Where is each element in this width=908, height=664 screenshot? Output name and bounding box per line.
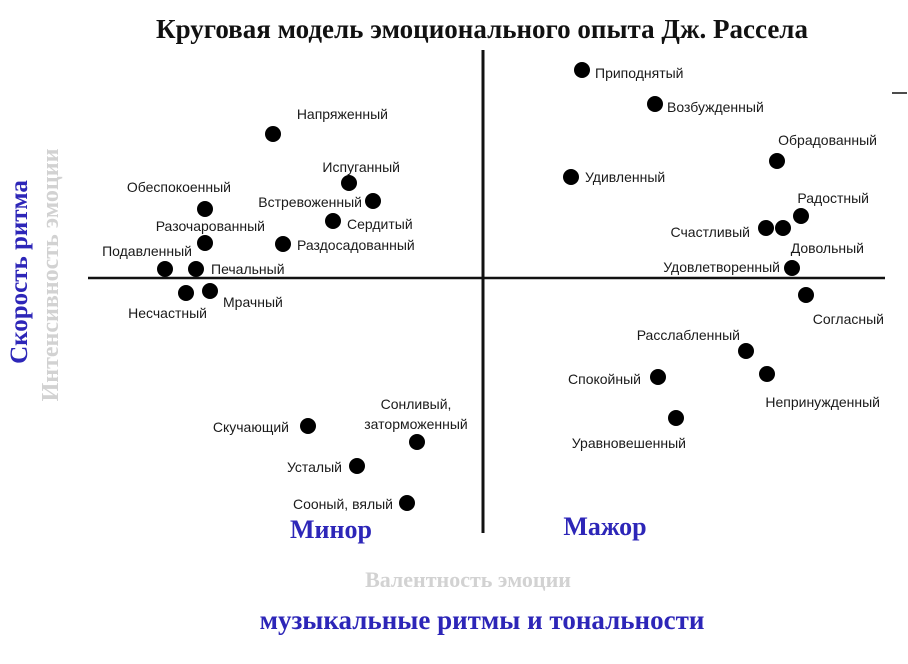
emotion-label: Удивленный: [585, 169, 665, 185]
emotion-label: Радостный: [797, 190, 869, 206]
emotion-dot-dovolnyy: [775, 220, 791, 236]
emotion-dot-neprinuzhdennyy: [759, 366, 775, 382]
quadrant-label-major: Мажор: [563, 512, 646, 541]
emotion-dot-pripodnyatyy: [574, 62, 590, 78]
x-axis-secondary-label: Валентность эмоции: [365, 567, 571, 592]
emotion-dots: [157, 62, 814, 511]
quadrant-label-minor: Минор: [290, 515, 372, 544]
emotion-label: Раздосадованный: [297, 237, 415, 253]
emotion-label: Обеспокоенный: [127, 179, 231, 195]
emotion-label: Непринужденный: [765, 394, 880, 410]
x-axis-primary-label: музыкальные ритмы и тональности: [260, 605, 705, 635]
emotion-dot-pechalnyy: [188, 261, 204, 277]
emotion-label: Испуганный: [322, 159, 400, 175]
emotion-dot-ustalyy: [349, 458, 365, 474]
emotion-dot-razocharovannyy: [197, 235, 213, 251]
emotion-label: Сердитый: [347, 216, 413, 232]
emotion-label: Подавленный: [102, 243, 192, 259]
emotion-dot-vozbuzhdennyy: [647, 96, 663, 112]
emotion-label: Расслабленный: [637, 327, 740, 343]
emotion-label: Напряженный: [297, 106, 388, 122]
emotion-label: Возбужденный: [667, 99, 764, 115]
diagram-title: Круговая модель эмоционального опыта Дж.…: [156, 14, 808, 44]
emotion-label: Печальный: [211, 261, 285, 277]
y-axis-secondary-label: Интенсивность эмоции: [38, 148, 64, 401]
emotion-dot-razdosadovannyy: [275, 236, 291, 252]
emotion-label: Приподнятый: [595, 65, 684, 81]
y-axis-primary-label: Скорость ритма: [6, 180, 33, 364]
emotion-label: Удовлетворенный: [663, 259, 780, 275]
emotion-label: Спокойный: [568, 371, 641, 387]
emotion-dot-soglasnyy: [798, 287, 814, 303]
emotion-label: Согласный: [813, 311, 884, 327]
emotion-dot-rasslablennyy: [738, 343, 754, 359]
emotion-dot-udovletvorennyy: [784, 260, 800, 276]
emotion-dot-serdityy: [325, 213, 341, 229]
emotion-label: Сонливый, заторможенный: [364, 396, 467, 432]
emotion-label: Встревоженный: [258, 194, 362, 210]
emotion-dot-vyalyy: [399, 495, 415, 511]
emotion-dot-schastlivyy: [758, 220, 774, 236]
emotion-dot-radostnyy: [793, 208, 809, 224]
emotion-dot-neschastnyy: [178, 285, 194, 301]
emotion-dot-napryazhennyy: [265, 126, 281, 142]
emotion-label: Мрачный: [223, 294, 283, 310]
emotion-dot-uravnoveshennyy: [668, 410, 684, 426]
emotion-label: Счастливый: [671, 224, 750, 240]
emotion-label: Разочарованный: [156, 218, 265, 234]
emotion-dot-spokoynyy: [650, 369, 666, 385]
emotion-label: Скучающий: [213, 419, 289, 435]
emotion-label: Обрадованный: [778, 132, 877, 148]
emotion-label: Несчастный: [128, 305, 207, 321]
emotion-dot-mrachnyy: [202, 283, 218, 299]
emotion-dot-podavlennyy: [157, 261, 173, 277]
emotion-label: Уравновешенный: [572, 435, 686, 451]
emotion-dot-obradovannyy: [769, 153, 785, 169]
emotion-dot-sonlivyy: [409, 434, 425, 450]
emotion-dot-skuchayushchiy: [300, 418, 316, 434]
emotion-dot-ispugannyy: [341, 175, 357, 191]
emotion-labels: Приподнятый Возбужденный Обрадованный Уд…: [102, 65, 884, 512]
emotion-label: Усталый: [287, 459, 342, 475]
emotion-label: Довольный: [791, 240, 864, 256]
emotion-dot-obespokoennyy: [197, 201, 213, 217]
emotion-dot-vstrevozhennyy: [365, 193, 381, 209]
emotion-dot-udivlennyy: [563, 169, 579, 185]
emotion-label: Сооный, вялый: [293, 496, 393, 512]
